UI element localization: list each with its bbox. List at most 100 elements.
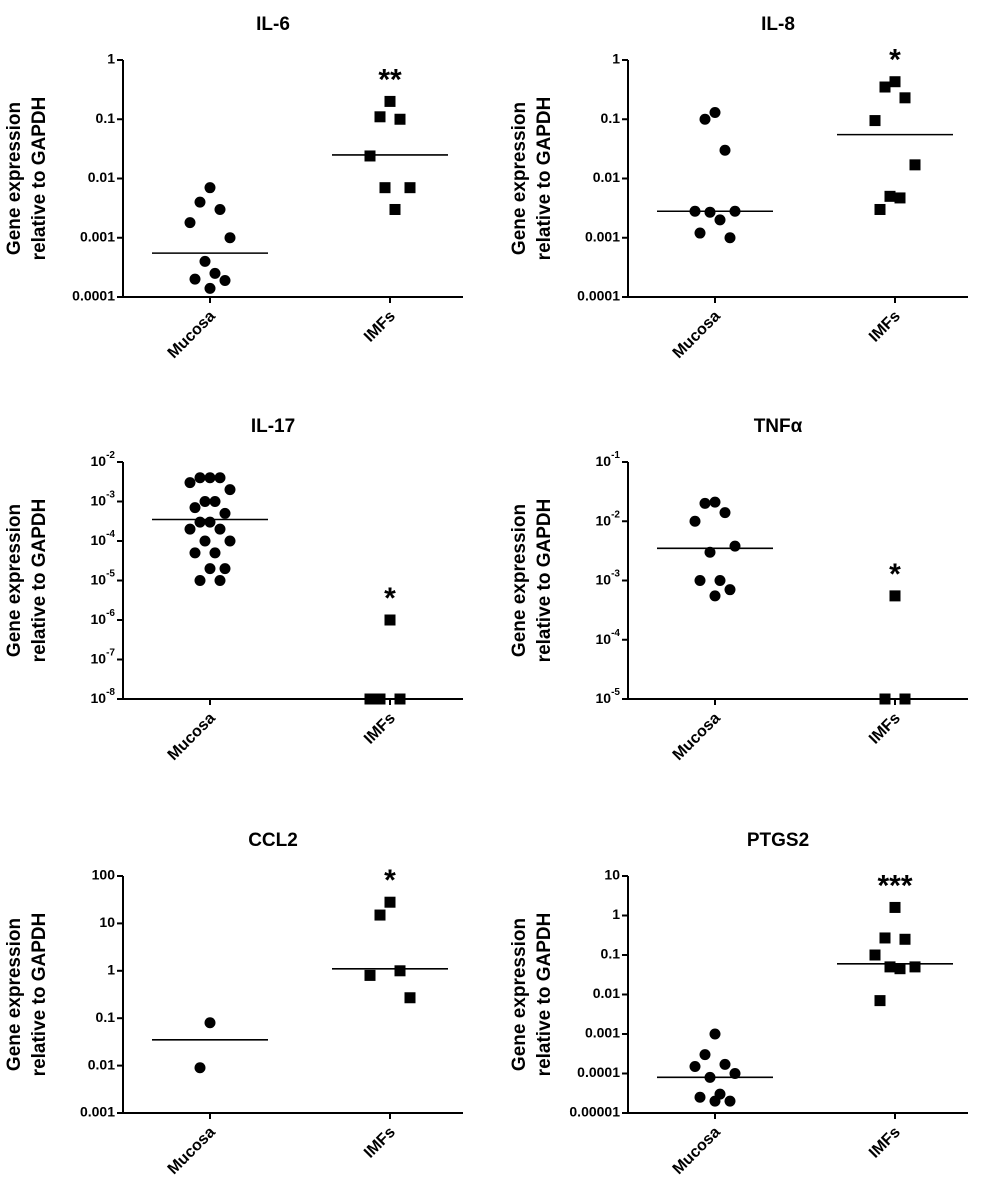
data-point — [214, 575, 226, 586]
data-point — [219, 563, 231, 575]
data-point — [704, 206, 716, 218]
data-point — [184, 217, 196, 229]
data-point — [214, 203, 226, 215]
data-point — [694, 1091, 706, 1103]
y-tick-label: 0.1 — [96, 1009, 116, 1025]
data-point — [394, 113, 406, 125]
x-tick-label: IMFs — [361, 710, 399, 748]
data-point — [184, 477, 196, 489]
data-point — [714, 214, 726, 226]
data-point — [729, 540, 741, 552]
data-point — [374, 693, 386, 705]
x-tick-label: IMFs — [866, 308, 904, 346]
data-point — [364, 150, 376, 162]
data-point — [894, 192, 906, 204]
y-axis-label: Gene expression — [509, 918, 530, 1071]
y-tick-label: 0.001 — [80, 228, 115, 244]
data-point — [199, 496, 211, 507]
y-tick-label: 0.1 — [601, 110, 621, 126]
data-point — [199, 535, 211, 547]
y-tick-label: 10-8 — [91, 687, 116, 706]
data-point — [374, 909, 386, 921]
y-axis-label: relative to GAPDH — [534, 97, 555, 261]
data-point — [709, 1095, 721, 1107]
y-tick-label: 0.01 — [88, 169, 115, 185]
panel-title: TNFα — [754, 416, 803, 437]
data-point — [884, 961, 896, 973]
x-tick-label: Mucosa — [670, 1124, 724, 1178]
data-point — [874, 995, 886, 1007]
data-point — [894, 963, 906, 975]
data-point — [709, 106, 721, 118]
significance: * — [889, 44, 901, 77]
y-tick-label: 10-2 — [91, 450, 116, 469]
data-point — [869, 949, 881, 961]
x-tick-label: Mucosa — [670, 710, 724, 764]
data-point — [189, 502, 201, 514]
y-tick-label: 1 — [107, 962, 115, 978]
x-tick-label: Mucosa — [165, 308, 219, 362]
data-point — [184, 523, 196, 535]
y-tick-label: 0.0001 — [577, 1064, 620, 1080]
y-axis-label: Gene expression — [4, 102, 25, 255]
data-point — [899, 693, 911, 705]
data-point — [204, 1017, 216, 1029]
data-point — [204, 563, 216, 575]
y-tick-label: 0.1 — [96, 110, 116, 126]
y-axis-label: relative to GAPDH — [534, 499, 555, 663]
data-point — [404, 992, 416, 1004]
x-tick-label: IMFs — [361, 1124, 399, 1162]
panel-title: IL-6 — [256, 14, 290, 35]
data-point — [204, 182, 216, 194]
y-tick-label: 100 — [92, 867, 116, 883]
y-tick-label: 1 — [107, 51, 115, 67]
data-point — [884, 190, 896, 202]
data-point — [199, 255, 211, 267]
y-tick-label: 10-5 — [596, 687, 621, 706]
y-axis-label: Gene expression — [4, 918, 25, 1071]
data-point — [224, 484, 236, 496]
x-tick-label: IMFs — [866, 1124, 904, 1162]
significance: * — [889, 558, 901, 591]
data-point — [899, 933, 911, 945]
x-tick-label: Mucosa — [165, 710, 219, 764]
y-tick-label: 10-7 — [91, 647, 116, 666]
y-axis-label: relative to GAPDH — [29, 499, 50, 663]
significance: * — [384, 864, 396, 897]
data-point — [209, 267, 221, 279]
data-point — [909, 961, 921, 973]
y-tick-label: 10 — [99, 914, 115, 930]
data-point — [189, 273, 201, 285]
y-tick-label: 10-1 — [596, 450, 621, 469]
significance: * — [384, 582, 396, 615]
data-point — [714, 575, 726, 586]
y-axis-label: Gene expression — [509, 102, 530, 255]
data-point — [204, 516, 216, 528]
data-point — [214, 523, 226, 535]
y-tick-label: 0.01 — [88, 1056, 115, 1072]
data-point — [889, 901, 901, 913]
data-point — [224, 232, 236, 244]
data-point — [394, 965, 406, 977]
data-point — [204, 472, 216, 484]
data-point — [404, 182, 416, 194]
y-tick-label: 0.001 — [585, 228, 620, 244]
data-point — [719, 1058, 731, 1070]
data-point — [709, 1028, 721, 1040]
data-point — [394, 693, 406, 705]
x-tick-label: IMFs — [361, 308, 399, 346]
y-tick-label: 1 — [612, 906, 620, 922]
data-point — [194, 196, 206, 208]
data-point — [724, 232, 736, 244]
data-point — [899, 92, 911, 104]
y-tick-label: 0.00001 — [569, 1104, 620, 1120]
data-point — [704, 546, 716, 558]
data-point — [224, 535, 236, 547]
data-point — [194, 1062, 206, 1074]
data-point — [389, 203, 401, 215]
x-tick-label: IMFs — [866, 710, 904, 748]
data-point — [194, 516, 206, 528]
y-axis-label: relative to GAPDH — [29, 913, 50, 1077]
data-point — [194, 472, 206, 484]
